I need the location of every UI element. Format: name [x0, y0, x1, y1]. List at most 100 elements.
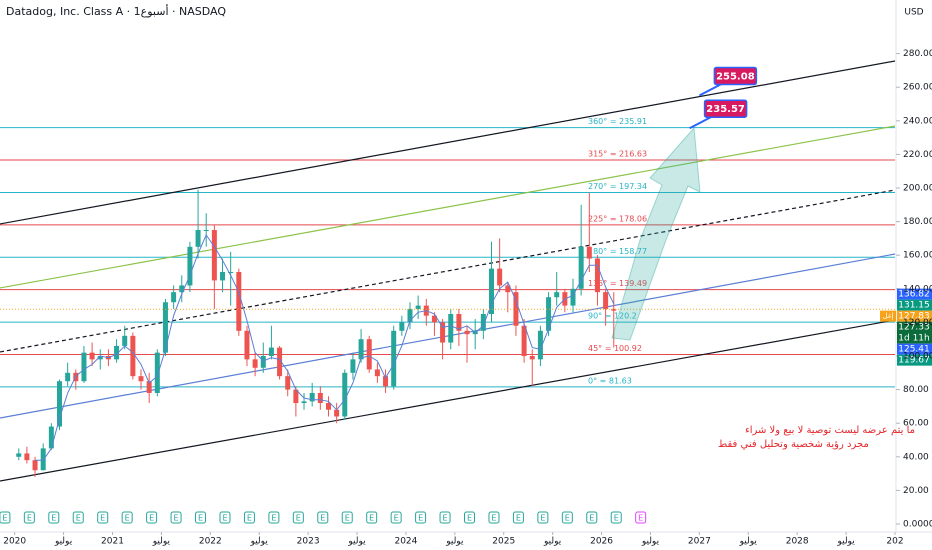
candle-body	[97, 356, 103, 360]
trend-line	[0, 60, 896, 225]
earnings-marker	[586, 511, 598, 524]
earnings-marker	[537, 511, 549, 524]
x-tick-label: يوليو	[250, 537, 269, 547]
callout-box	[703, 99, 748, 118]
earnings-marker	[48, 511, 60, 524]
y-tick-label: 280.00	[903, 49, 932, 59]
x-tick-label: 2022	[199, 537, 222, 547]
candle-body	[448, 314, 454, 343]
price-tag	[897, 343, 932, 355]
x-tick-label: 2020	[3, 537, 26, 547]
candle-body	[407, 308, 413, 323]
earnings-label: E	[467, 514, 472, 523]
x-tick-label: يوليو	[739, 537, 758, 547]
candle-body	[195, 230, 201, 247]
candle-body	[431, 315, 437, 323]
candle-body	[537, 330, 543, 360]
candle-body	[383, 376, 389, 387]
level-label: 270° = 197.34	[588, 182, 647, 191]
overlay: E E E E E E E E E E E E E E E E E E E E E E E E E E E 255.08 235.57 1…	[0, 66, 932, 524]
earnings-marker	[195, 511, 207, 524]
candle-body	[81, 352, 87, 382]
x-tick-label: 2025	[492, 537, 515, 547]
candle-body	[244, 330, 250, 360]
price-tag	[897, 299, 932, 311]
annotation: ما يتم عرضه ليست توصية لا بيع ولا شراء	[745, 425, 915, 436]
earnings-label: E	[418, 514, 423, 523]
price-tag-label: 127.83	[898, 312, 930, 322]
callout-box	[713, 66, 758, 86]
candle-body	[578, 246, 584, 289]
price-tag	[897, 321, 932, 344]
candle-body	[554, 292, 560, 298]
price-tag-label: 127.33	[898, 323, 930, 333]
earnings-label: E	[443, 514, 448, 523]
earnings-marker	[512, 511, 524, 524]
y-tick-label: 260.00	[903, 83, 932, 93]
price-tag	[897, 288, 932, 300]
earnings-label: E	[296, 514, 301, 523]
level-label: 45° = 100.92	[588, 344, 642, 353]
candle-body	[594, 258, 600, 293]
candle-body	[399, 322, 405, 331]
earnings-label: E	[125, 514, 130, 523]
earnings-marker	[488, 511, 500, 524]
earnings-label: E	[51, 514, 56, 523]
earnings-marker	[292, 511, 304, 524]
candle-body	[171, 292, 177, 303]
earnings-marker	[464, 511, 476, 524]
candle-body	[220, 272, 226, 281]
candle-body	[603, 292, 609, 309]
chart-title: Datadog, Inc. Class A · 1أسبوع · NASDAQ	[6, 4, 226, 18]
price-tag-label: 119.67	[898, 356, 930, 366]
earnings-marker	[72, 511, 84, 524]
candle-body	[391, 330, 397, 387]
level-label: 135° = 139.49	[588, 279, 647, 288]
candle-body	[317, 392, 323, 404]
earnings-label: E	[76, 514, 81, 523]
candle-body	[16, 453, 22, 457]
candle-body	[285, 376, 291, 390]
candle-body	[480, 314, 486, 331]
callout-label: 255.08	[716, 71, 755, 82]
y-tick-label: 200.00	[903, 184, 932, 194]
level-label: 360° = 235.91	[588, 117, 647, 126]
earnings-marker	[561, 511, 573, 524]
level-label: 225° = 178.06	[588, 214, 647, 223]
candle-body	[154, 352, 160, 393]
earnings-marker	[121, 511, 133, 524]
earnings-label: E	[174, 514, 179, 523]
candle-body	[521, 325, 527, 356]
earnings-marker	[146, 511, 158, 524]
candle-body	[488, 268, 494, 314]
x-tick-label: يوليو	[152, 537, 171, 547]
x-tick-label: يوليو	[641, 537, 660, 547]
earnings-label: E	[247, 514, 252, 523]
candle-body	[570, 288, 576, 306]
annotation: مجرد رؤية شخصية وتحليل فني فقط	[718, 439, 869, 450]
candle-body	[179, 285, 185, 293]
candle-body	[456, 314, 462, 331]
price-tag-label: 136.82	[898, 290, 930, 300]
earnings-marker	[0, 511, 11, 524]
candle-body	[122, 335, 128, 346]
candle-body	[611, 308, 617, 311]
trend-line	[0, 319, 896, 482]
earnings-marker	[317, 511, 329, 524]
candle-body	[334, 409, 340, 417]
candle-body	[342, 372, 348, 417]
y-tick-label: 0.0000	[903, 520, 932, 530]
x-tick-label: 2021	[101, 537, 124, 547]
price-tag-label: 125.41	[898, 345, 930, 355]
trend-line	[0, 125, 896, 289]
candle-body	[505, 285, 511, 293]
candle-body	[114, 345, 120, 360]
plot: 0° = 81.63 45° = 100.92 90° = 120.2 135° = …	[0, 60, 896, 482]
earnings-marker	[268, 511, 280, 524]
candle-body	[228, 272, 234, 273]
candle-body	[497, 268, 503, 286]
candle-body	[203, 230, 209, 231]
earnings-label: E	[565, 514, 570, 523]
candle-body	[32, 460, 38, 471]
